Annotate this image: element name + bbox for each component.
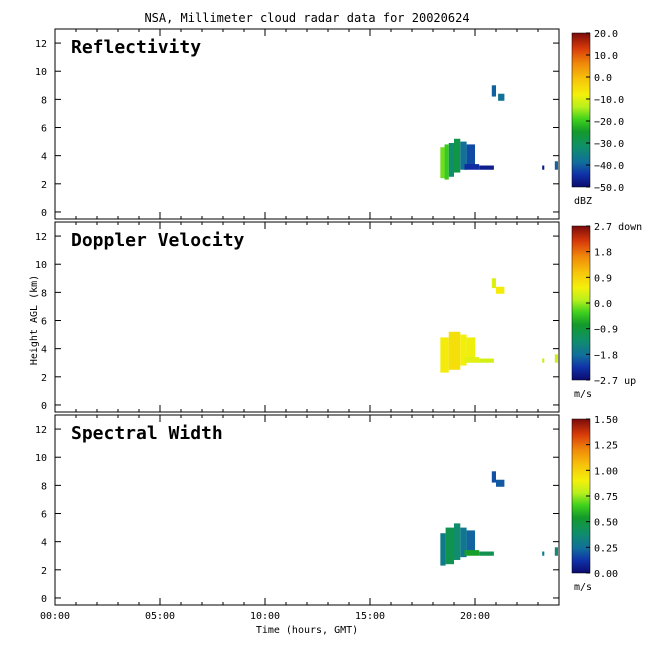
panel-title: Doppler Velocity	[71, 230, 245, 251]
colorbar-unit: m/s	[574, 389, 592, 400]
data-region	[464, 550, 480, 556]
colorbar-label: 0.0	[594, 73, 612, 84]
y-tick-label: 2	[41, 566, 47, 577]
colorbar	[571, 32, 591, 188]
data-region	[444, 144, 449, 180]
y-tick-label: 6	[41, 317, 47, 328]
data-region	[464, 357, 480, 363]
x-tick-label: 05:00	[145, 611, 175, 622]
data-region	[479, 165, 494, 170]
y-axis-label: Height AGL (km)	[29, 275, 40, 365]
y-tick-label: 4	[41, 538, 47, 549]
y-tick-label: 4	[41, 345, 47, 356]
colorbar-unit: dBZ	[574, 196, 592, 207]
x-tick-label: 20:00	[460, 611, 490, 622]
colorbar-label: −2.7 up	[594, 376, 636, 387]
colorbar-label: 1.25	[594, 441, 618, 452]
colorbar-label: 0.50	[594, 518, 618, 529]
y-tick-label: 6	[41, 510, 47, 521]
y-tick-label: 0	[41, 208, 47, 219]
data-region	[498, 93, 505, 101]
data-region	[460, 334, 467, 366]
y-tick-label: 12	[35, 425, 47, 436]
colorbar-label: −50.0	[594, 183, 624, 194]
data-region	[440, 533, 446, 566]
data-region	[491, 471, 496, 483]
figure-title: NSA, Millimeter cloud radar data for 200…	[144, 11, 469, 25]
colorbar-label: 20.0	[594, 29, 618, 40]
y-tick-label: 4	[41, 152, 47, 163]
data-region	[479, 551, 494, 556]
colorbar-label: 1.00	[594, 466, 618, 477]
colorbar-label: 0.75	[594, 492, 618, 503]
data-region	[466, 530, 475, 552]
y-tick-label: 2	[41, 180, 47, 191]
data-region	[460, 141, 467, 170]
colorbar-label: 1.50	[594, 415, 618, 426]
colorbar-label: −10.0	[594, 95, 624, 106]
data-region	[496, 479, 505, 487]
data-region	[491, 85, 496, 97]
colorbar-label: −40.0	[594, 161, 624, 172]
colorbar-label: 0.25	[594, 543, 618, 554]
data-region	[542, 551, 545, 556]
data-region	[496, 286, 505, 294]
data-region	[454, 138, 461, 173]
panel-reflectivity: Reflectivity 0 2 4 6 8 10 12 20.0 10.0 0.0 −10.0 −20…	[35, 28, 624, 220]
colorbar-label: 0.9	[594, 273, 612, 284]
y-tick-label: 8	[41, 95, 47, 106]
data-region	[440, 337, 449, 373]
colorbar-label: 0.0	[594, 299, 612, 310]
y-tick-label: 12	[35, 232, 47, 243]
y-tick-label: 0	[41, 594, 47, 605]
colorbar-label: 0.00	[594, 569, 618, 580]
x-tick-label: 10:00	[250, 611, 280, 622]
y-tick-label: 6	[41, 124, 47, 135]
data-region	[454, 523, 461, 560]
data-region	[448, 331, 461, 370]
colorbar-label: −0.9	[594, 325, 618, 336]
data-region	[440, 147, 445, 179]
panel-title: Spectral Width	[71, 423, 223, 444]
colorbar-label: 2.7 down	[594, 222, 642, 233]
y-tick-label: 10	[35, 260, 47, 271]
panel-spectral-width: Spectral Width 0 2 4 6 8 10 12 00:00 05:00 10:00 15…	[35, 414, 618, 622]
colorbar-label: −1.8	[594, 350, 618, 361]
colorbar-label: −30.0	[594, 139, 624, 150]
y-tick-label: 8	[41, 481, 47, 492]
data-region	[466, 337, 475, 360]
y-tick-label: 2	[41, 373, 47, 384]
x-axis-label: Time (hours, GMT)	[256, 625, 358, 636]
data-region	[491, 278, 496, 289]
data-region	[448, 143, 454, 177]
data-region	[554, 547, 558, 556]
data-region	[554, 161, 558, 170]
data-region	[464, 164, 480, 170]
y-tick-label: 0	[41, 401, 47, 412]
y-tick-label: 10	[35, 67, 47, 78]
data-region	[542, 165, 545, 170]
colorbar-label: −20.0	[594, 117, 624, 128]
colorbar-label: 1.8	[594, 248, 612, 259]
y-tick-label: 12	[35, 39, 47, 50]
colorbar-unit: m/s	[574, 582, 592, 593]
panel-title: Reflectivity	[71, 37, 201, 58]
y-tick-label: 10	[35, 453, 47, 464]
data-region	[554, 354, 558, 363]
x-tick-label: 15:00	[355, 611, 385, 622]
data-region	[479, 358, 494, 363]
x-tick-label: 00:00	[40, 611, 70, 622]
data-region	[466, 144, 475, 166]
data-region	[460, 527, 467, 558]
data-region	[445, 527, 454, 565]
y-tick-label: 8	[41, 288, 47, 299]
data-region	[542, 358, 545, 363]
panel-doppler-velocity: Doppler Velocity 0 2 4 6 8 10 12 2.7 down 1.8 0.9 0…	[35, 221, 642, 413]
colorbar-label: 10.0	[594, 51, 618, 62]
